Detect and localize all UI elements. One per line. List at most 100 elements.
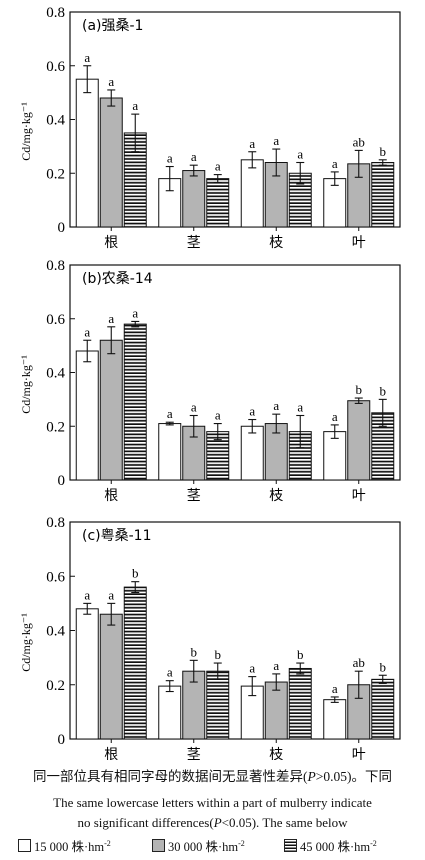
- significance-letter: ab: [353, 655, 365, 670]
- significance-letter: a: [332, 409, 338, 424]
- significance-letter: a: [108, 74, 114, 89]
- bar: [288, 667, 312, 740]
- significance-letter: a: [332, 156, 338, 171]
- caption-english-line2: no significant differences(P<0.05). The …: [0, 815, 425, 831]
- bar: [99, 97, 123, 228]
- significance-letter: a: [84, 324, 90, 339]
- legend-swatch-white: [18, 839, 31, 852]
- bar: [75, 608, 99, 740]
- significance-letter: a: [297, 147, 303, 162]
- caption-zh-p: P: [307, 769, 316, 784]
- significance-letter: b: [191, 644, 198, 659]
- significance-letter: b: [380, 383, 387, 398]
- significance-letter: a: [215, 408, 221, 423]
- caption-english-line1: The same lowercase letters within a part…: [53, 795, 372, 810]
- y-axis-label: Cd/mg·kg⁻¹: [19, 355, 33, 414]
- significance-letter: b: [215, 647, 222, 662]
- bar: [323, 699, 347, 740]
- significance-letter: a: [332, 681, 338, 696]
- significance-letter: a: [191, 149, 197, 164]
- y-tick-label: 0.4: [46, 113, 65, 129]
- significance-letter: a: [249, 404, 255, 419]
- significance-letter: b: [380, 144, 387, 159]
- y-tick-label: 0.6: [46, 312, 65, 328]
- x-tick-label: 枝: [269, 488, 283, 504]
- bar: [347, 400, 371, 481]
- x-tick-label: 茎: [187, 235, 201, 251]
- significance-letter: a: [273, 398, 279, 413]
- y-tick-label: 0.6: [46, 569, 65, 585]
- legend: 15 000 株·hm-2 30 000 株·hm-2 45 000 株·hm-…: [0, 836, 425, 856]
- bar: [123, 323, 147, 481]
- bar: [75, 78, 99, 228]
- significance-letter: a: [108, 311, 114, 326]
- x-tick-label: 根: [104, 747, 118, 760]
- legend-item-45000: 45 000 株·hm-2: [284, 836, 377, 855]
- caption-en2-p: P: [213, 815, 222, 830]
- significance-letter: a: [297, 400, 303, 415]
- y-axis-label: Cd/mg·kg⁻¹: [19, 613, 33, 672]
- legend-label-45000: 45 000 株·hm-2: [300, 838, 377, 854]
- y-tick-label: 0.6: [46, 59, 65, 75]
- legend-swatch-gray: [152, 839, 165, 852]
- bar: [240, 159, 264, 228]
- bar: [75, 350, 99, 481]
- significance-letter: a: [191, 400, 197, 415]
- y-axis-label: Cd/mg·kg⁻¹: [19, 102, 33, 161]
- significance-letter: a: [249, 136, 255, 151]
- x-tick-label: 叶: [352, 235, 366, 251]
- significance-letter: a: [167, 665, 173, 680]
- bar: [371, 162, 395, 228]
- legend-item-30000: 30 000 株·hm-2: [152, 836, 245, 855]
- caption-zh-text: 同一部位具有相同字母的数据间无显著性差异(: [33, 769, 308, 784]
- y-tick-label: 0: [58, 732, 66, 748]
- significance-letter: a: [273, 658, 279, 673]
- bar: [371, 678, 395, 740]
- panel-title: (c)粤桑-11: [82, 528, 152, 544]
- y-tick-label: 0.8: [46, 258, 65, 274]
- significance-letter: a: [132, 305, 138, 320]
- significance-letter: a: [167, 151, 173, 166]
- significance-letter: ab: [353, 134, 365, 149]
- legend-label-30000: 30 000 株·hm-2: [168, 838, 245, 854]
- significance-letter: b: [356, 382, 363, 397]
- panel-title: (a)强桑-1: [82, 18, 143, 34]
- bar: [123, 586, 147, 740]
- bar: [158, 423, 182, 481]
- y-tick-label: 0.2: [46, 419, 65, 435]
- significance-letter: a: [249, 661, 255, 676]
- x-tick-label: 叶: [352, 488, 366, 504]
- y-tick-label: 0.8: [46, 515, 65, 531]
- x-tick-label: 根: [104, 235, 118, 251]
- bar: [99, 613, 123, 740]
- y-tick-label: 0: [58, 220, 66, 236]
- x-tick-label: 枝: [269, 747, 283, 760]
- panel-title: (b)农桑-14: [82, 271, 153, 287]
- significance-letter: b: [132, 566, 139, 581]
- caption-chinese: 同一部位具有相同字母的数据间无显著性差异(P>0.05)。下同: [0, 769, 425, 785]
- legend-label-15000: 15 000 株·hm-2: [34, 838, 111, 854]
- bar: [99, 339, 123, 481]
- legend-item-15000: 15 000 株·hm-2: [18, 836, 111, 855]
- significance-letter: a: [167, 406, 173, 421]
- y-tick-label: 0.2: [46, 678, 65, 694]
- y-tick-label: 0.4: [46, 624, 65, 640]
- bar: [206, 178, 230, 228]
- legend-swatch-striped: [284, 839, 297, 852]
- x-tick-label: 根: [104, 488, 118, 504]
- significance-letter: a: [84, 587, 90, 602]
- significance-letter: a: [132, 98, 138, 113]
- bar: [206, 670, 230, 740]
- x-tick-label: 枝: [269, 235, 283, 251]
- significance-letter: a: [84, 50, 90, 65]
- y-tick-label: 0.8: [46, 5, 65, 21]
- y-tick-label: 0.2: [46, 166, 65, 182]
- x-tick-label: 叶: [352, 747, 366, 760]
- significance-letter: a: [215, 159, 221, 174]
- caption-en2-text: no significant differences(: [77, 815, 214, 830]
- significance-letter: a: [108, 587, 114, 602]
- bar: [158, 685, 182, 740]
- bar: [240, 425, 264, 481]
- y-tick-label: 0.4: [46, 366, 65, 382]
